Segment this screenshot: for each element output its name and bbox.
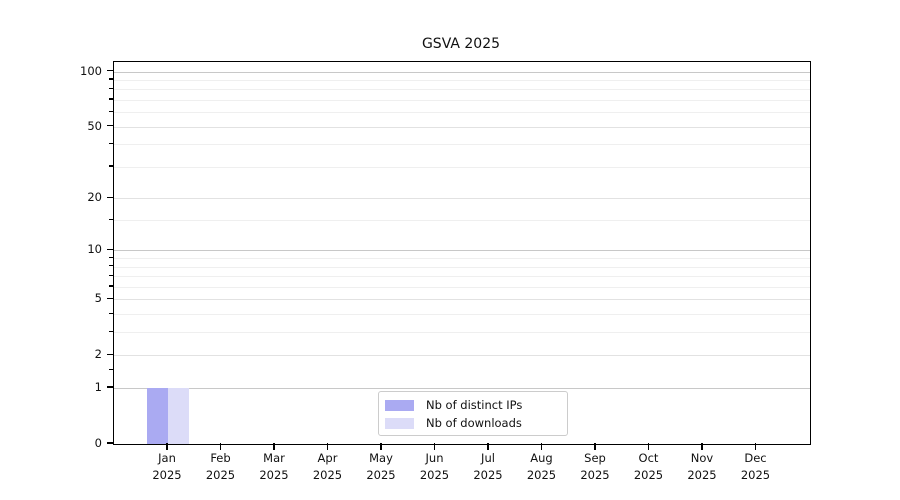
y-tick-minor bbox=[109, 142, 113, 144]
x-tick bbox=[380, 443, 382, 450]
bar-distinct-ips-jan bbox=[146, 388, 168, 444]
y-tick-major bbox=[106, 442, 113, 444]
y-tick-label: 1 bbox=[94, 380, 102, 395]
gridline-major bbox=[114, 198, 810, 200]
y-tick-minor bbox=[109, 265, 113, 267]
y-tick-major bbox=[106, 248, 113, 251]
y-tick-label: 5 bbox=[94, 291, 102, 306]
legend: Nb of distinct IPs Nb of downloads bbox=[378, 391, 568, 436]
y-tick-minor bbox=[109, 87, 113, 89]
gridline-major bbox=[114, 250, 810, 252]
gridline-minor bbox=[114, 266, 810, 268]
y-tick-label: 50 bbox=[87, 118, 102, 133]
x-tick-label-apr: Apr 2025 bbox=[312, 451, 343, 482]
gridline-minor bbox=[114, 314, 810, 316]
y-tick-label: 0 bbox=[94, 436, 102, 450]
y-tick-minor bbox=[109, 312, 113, 314]
gridline-major bbox=[114, 388, 810, 390]
x-tick-label-may: May 2025 bbox=[366, 451, 396, 482]
bar-downloads-jan bbox=[168, 388, 190, 444]
x-tick bbox=[166, 443, 168, 450]
gridline-minor bbox=[114, 258, 810, 260]
gridline-major bbox=[114, 299, 810, 301]
y-tick-major bbox=[106, 386, 113, 388]
y-tick-minor bbox=[109, 165, 113, 167]
gridline-minor bbox=[114, 99, 810, 101]
x-tick bbox=[219, 443, 222, 450]
y-tick-minor bbox=[109, 330, 113, 332]
x-tick-label-dec: Dec 2025 bbox=[740, 451, 771, 482]
y-tick-label: 2 bbox=[94, 347, 102, 362]
plot-area bbox=[113, 61, 811, 445]
gridline-major bbox=[114, 355, 810, 357]
x-tick bbox=[273, 443, 275, 450]
y-tick-minor bbox=[109, 218, 113, 220]
legend-swatch-downloads bbox=[385, 417, 414, 429]
x-tick bbox=[701, 443, 703, 450]
x-tick-label-jun: Jun 2025 bbox=[419, 451, 450, 482]
gridline-minor bbox=[114, 79, 810, 81]
y-tick-minor bbox=[109, 256, 113, 258]
y-tick-minor bbox=[109, 368, 113, 370]
x-tick-label-mar: Mar 2025 bbox=[259, 451, 289, 482]
legend-entry-downloads: Nb of downloads bbox=[385, 415, 559, 431]
gridline-minor bbox=[114, 144, 810, 146]
x-tick bbox=[433, 443, 436, 450]
gridline-minor bbox=[114, 112, 810, 114]
x-tick-label-oct: Oct 2025 bbox=[633, 451, 664, 482]
chart-title: GSVA 2025 bbox=[421, 36, 501, 52]
x-tick bbox=[326, 443, 329, 450]
y-tick-major bbox=[106, 125, 113, 127]
y-tick-major bbox=[106, 196, 113, 198]
x-tick bbox=[540, 443, 543, 450]
y-tick-label: 10 bbox=[87, 242, 102, 257]
legend-label-distinct-ips: Nb of distinct IPs bbox=[426, 398, 523, 412]
y-tick-minor bbox=[109, 110, 113, 112]
x-tick bbox=[594, 443, 596, 450]
x-tick-label-aug: Aug 2025 bbox=[526, 451, 557, 482]
gridline-minor bbox=[114, 89, 810, 91]
y-tick-label: 100 bbox=[80, 63, 102, 78]
y-tick-minor bbox=[109, 78, 113, 80]
x-tick-label-nov: Nov 2025 bbox=[687, 451, 717, 482]
gridline-minor bbox=[114, 166, 810, 168]
gridline-minor bbox=[114, 220, 810, 222]
y-tick-major bbox=[106, 353, 113, 355]
x-tick bbox=[487, 443, 489, 450]
y-tick-minor bbox=[109, 285, 113, 287]
y-tick-minor bbox=[109, 98, 113, 100]
gridline-minor bbox=[114, 276, 810, 278]
legend-swatch-distinct-ips bbox=[385, 399, 414, 411]
y-tick-minor bbox=[109, 274, 113, 276]
legend-entry-distinct-ips: Nb of distinct IPs bbox=[385, 397, 559, 413]
x-tick bbox=[647, 443, 650, 450]
legend-label-downloads: Nb of downloads bbox=[426, 416, 522, 430]
gridline-minor bbox=[114, 286, 810, 288]
x-tick-label-feb: Feb 2025 bbox=[205, 451, 236, 482]
y-tick-major bbox=[106, 297, 113, 299]
gridline-minor bbox=[114, 332, 810, 334]
x-tick-label-sep: Sep 2025 bbox=[580, 451, 610, 482]
x-tick bbox=[754, 443, 757, 450]
x-tick-label-jan: Jan 2025 bbox=[152, 451, 182, 482]
y-tick-major bbox=[106, 69, 113, 72]
gridline-major bbox=[114, 71, 810, 73]
y-tick-label: 20 bbox=[87, 190, 102, 205]
gridline-major bbox=[114, 126, 810, 128]
x-tick-label-jul: Jul 2025 bbox=[473, 451, 503, 482]
